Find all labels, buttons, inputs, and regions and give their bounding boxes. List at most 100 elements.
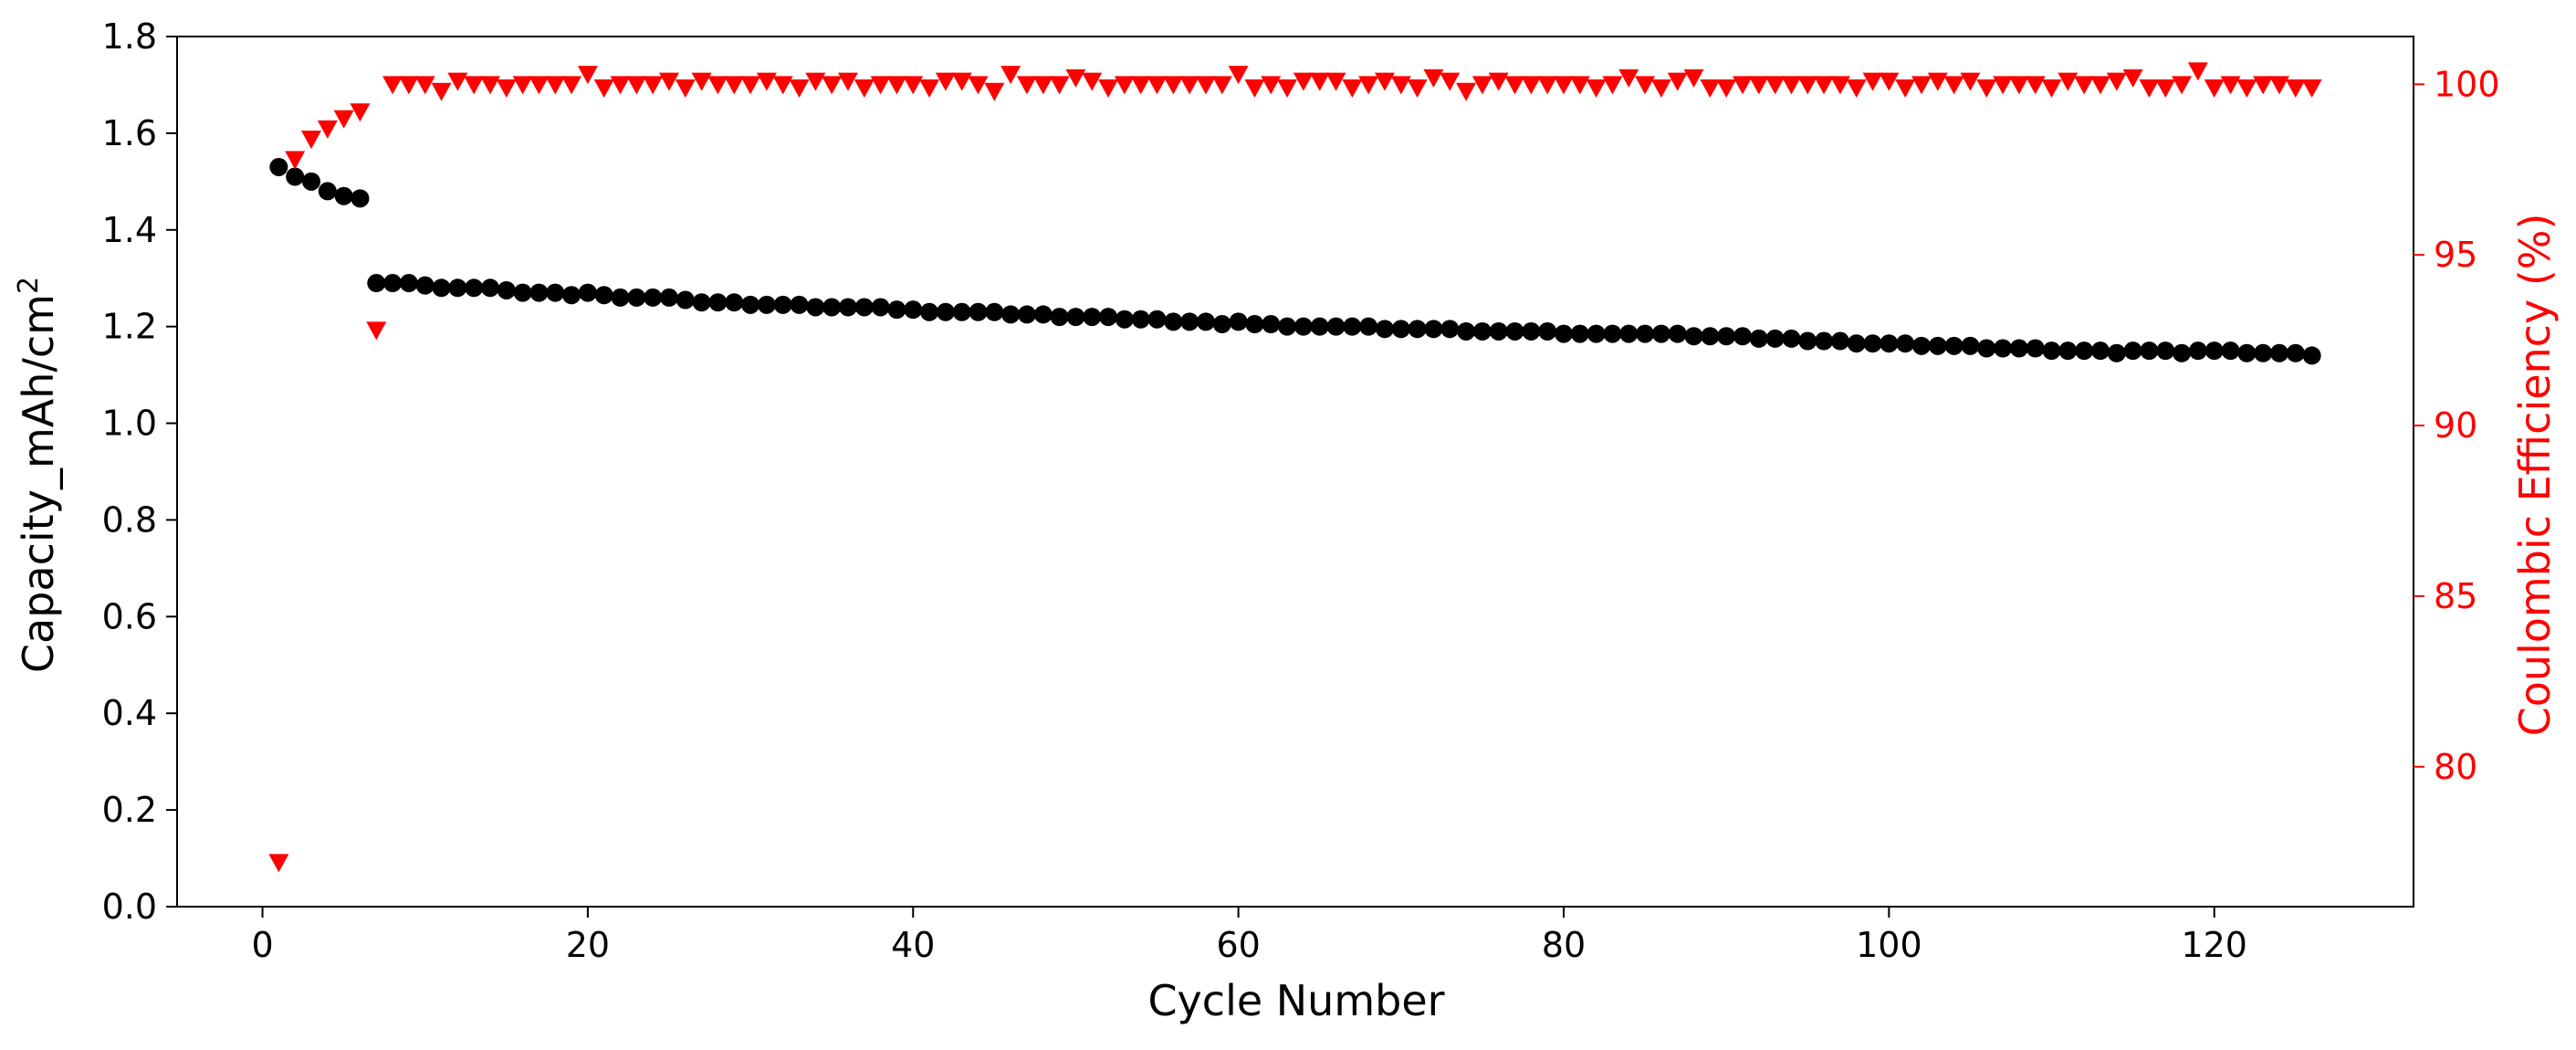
efficiency-point (610, 76, 631, 95)
capacity-point (1815, 331, 1834, 351)
efficiency-point (1960, 72, 1981, 91)
capacity-point (1424, 320, 1443, 339)
capacity-point (1863, 334, 1882, 353)
capacity-point (757, 295, 776, 314)
efficiency-point (350, 103, 371, 122)
capacity-point (1164, 312, 1183, 331)
efficiency-point (593, 79, 614, 99)
capacity-point (1570, 324, 1589, 343)
efficiency-point (789, 79, 810, 99)
capacity-point (1197, 312, 1215, 331)
efficiency-point (1764, 76, 1785, 95)
capacity-point (1326, 317, 1346, 336)
efficiency-point (1683, 68, 1704, 88)
capacity-point (1538, 321, 1557, 341)
capacity-point (1603, 324, 1622, 343)
efficiency-point (1554, 76, 1574, 95)
efficiency-point (431, 82, 452, 101)
capacity-point (2270, 343, 2288, 362)
efficiency-point (1000, 66, 1021, 85)
efficiency-point (1130, 76, 1151, 95)
left-y-axis-label-superscript: 2 (13, 277, 45, 294)
capacity-point (1505, 321, 1524, 341)
efficiency-point (414, 76, 435, 95)
capacity-point (1684, 327, 1703, 346)
efficiency-point (1504, 76, 1525, 95)
efficiency-point (1797, 76, 1818, 95)
efficiency-point (1065, 68, 1086, 88)
efficiency-point (1179, 76, 1200, 95)
capacity-point (1651, 324, 1670, 343)
efficiency-point (951, 72, 972, 91)
capacity-point (1408, 320, 1427, 339)
efficiency-point (464, 76, 485, 95)
efficiency-point (1700, 79, 1721, 99)
efficiency-point (1358, 76, 1379, 95)
efficiency-point (1667, 72, 1688, 91)
efficiency-point (1976, 79, 1997, 99)
capacity-point (1099, 308, 1118, 327)
efficiency-point (2236, 79, 2257, 99)
left-y-tick-label: 1.0 (102, 404, 157, 444)
capacity-point (269, 157, 288, 176)
efficiency-point (853, 79, 874, 99)
capacity-point (1586, 324, 1606, 343)
capacity-point (594, 286, 613, 305)
efficiency-point (659, 72, 679, 91)
efficiency-point (1423, 68, 1444, 88)
efficiency-point (870, 76, 891, 95)
efficiency-point (2269, 76, 2289, 95)
efficiency-point (1277, 79, 1298, 99)
x-tick-label: 20 (566, 925, 610, 965)
capacity-point (351, 189, 370, 208)
efficiency-point (1943, 76, 1964, 95)
capacity-point (1994, 339, 2013, 358)
capacity-point (383, 274, 403, 293)
efficiency-point (1309, 72, 1330, 91)
x-tick-label: 40 (891, 925, 935, 965)
capacity-point (920, 302, 939, 321)
capacity-point (415, 276, 435, 295)
capacity-point (1472, 321, 1492, 341)
capacity-point (1245, 315, 1264, 334)
capacity-point (2221, 341, 2240, 361)
capacity-point (465, 278, 484, 298)
capacity-point (806, 298, 825, 317)
capacity-point (1733, 327, 1752, 346)
efficiency-point (984, 82, 1005, 101)
capacity-point (1001, 305, 1021, 324)
efficiency-point (2058, 72, 2079, 91)
efficiency-point (1228, 66, 1249, 85)
efficiency-point (447, 72, 468, 91)
efficiency-point (1602, 76, 1623, 95)
capacity-point (2254, 343, 2273, 362)
capacity-point (2058, 341, 2078, 361)
right-y-tick-label: 85 (2434, 576, 2477, 616)
efficiency-point (675, 79, 696, 99)
efficiency-point (1032, 76, 1053, 95)
efficiency-point (1471, 76, 1492, 95)
efficiency-point (1375, 72, 1395, 91)
efficiency-point (1390, 76, 1411, 95)
efficiency-point (577, 66, 598, 85)
capacity-point (1018, 305, 1036, 324)
efficiency-point (366, 321, 387, 341)
capacity-point (2091, 341, 2110, 361)
capacity-point (871, 298, 890, 317)
left-y-axis-label-main: Capacity_mAh/cm (14, 294, 63, 673)
x-tick-label: 100 (1856, 925, 1922, 965)
efficiency-point (1211, 76, 1232, 95)
efficiency-point (2139, 79, 2160, 99)
capacity-point (660, 288, 678, 307)
efficiency-point (1635, 76, 1656, 95)
efficiency-point (1440, 72, 1461, 91)
capacity-point (448, 278, 467, 298)
capacity-point (318, 182, 337, 201)
efficiency-point (1618, 68, 1639, 88)
efficiency-point (285, 151, 306, 170)
capacity-point (2107, 343, 2126, 362)
capacity-point (1701, 327, 1720, 346)
efficiency-point (2041, 79, 2062, 99)
efficiency-point (2220, 76, 2241, 95)
